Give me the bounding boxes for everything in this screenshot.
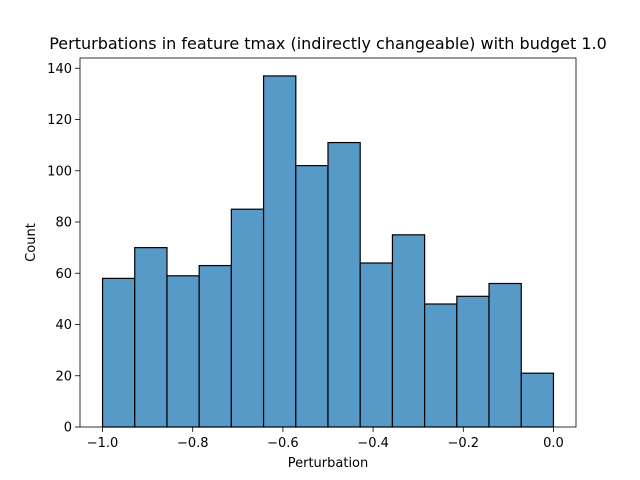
y-tick-label: 80	[55, 216, 72, 231]
x-tick-label: −1.0	[87, 436, 119, 451]
plot-frame	[79, 57, 577, 428]
chart-title: Perturbations in feature tmax (indirectl…	[49, 34, 607, 53]
histogram-bar	[134, 247, 168, 428]
x-tick-label: −0.4	[357, 436, 389, 451]
histogram-bar	[391, 234, 426, 428]
histogram-bar	[230, 208, 265, 428]
y-tick-label: 20	[55, 369, 72, 384]
histogram-bar	[262, 75, 297, 428]
y-tick-label: 0	[64, 421, 72, 436]
x-tick-label: −0.8	[177, 436, 209, 451]
histogram-bar	[359, 262, 394, 428]
x-tick-label: −0.6	[267, 436, 299, 451]
histogram-bar	[327, 141, 361, 428]
y-tick-label: 140	[47, 62, 72, 77]
y-tick-label: 120	[47, 113, 72, 128]
histogram-bar	[424, 303, 458, 428]
histogram-bar	[295, 165, 329, 428]
y-axis-label: Count	[24, 223, 39, 262]
x-axis-ticks: −1.0 −0.8 −0.6 −0.4 −0.2 0.0	[87, 427, 564, 451]
y-axis-ticks: 0 20 40 60 80 100 120 140	[47, 62, 80, 436]
y-tick-label: 40	[55, 318, 72, 333]
histogram-bar	[520, 372, 555, 428]
x-tick-label: −0.2	[447, 436, 479, 451]
histogram-bar	[101, 277, 136, 428]
histogram-bar	[456, 295, 490, 428]
histogram-bar	[166, 275, 200, 428]
x-tick-label: 0.0	[543, 436, 564, 451]
bars-group	[101, 75, 555, 428]
histogram-bar	[488, 282, 522, 428]
x-axis-label: Perturbation	[288, 456, 369, 471]
histogram-bar	[198, 264, 232, 428]
y-tick-label: 60	[55, 267, 72, 282]
y-tick-label: 100	[47, 164, 72, 179]
